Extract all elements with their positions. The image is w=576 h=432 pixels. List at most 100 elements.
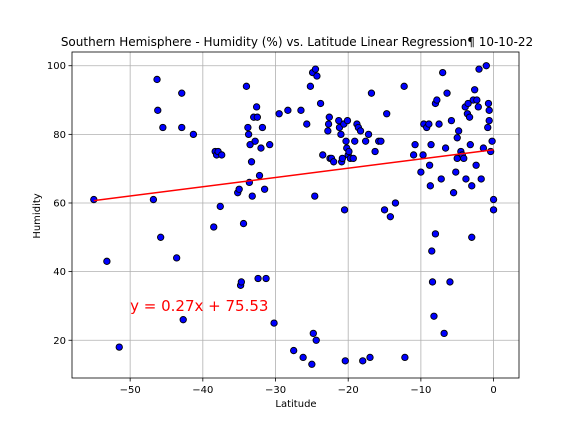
data-point — [343, 116, 352, 125]
data-point — [257, 144, 265, 152]
x-tick-label: −20 — [338, 385, 359, 396]
data-point — [266, 141, 274, 149]
data-point — [411, 141, 419, 149]
data-point — [338, 154, 347, 163]
data-point — [401, 353, 409, 362]
data-point — [237, 278, 246, 286]
data-point — [244, 123, 252, 132]
data-point — [426, 182, 434, 190]
data-point — [308, 360, 316, 368]
data-point — [239, 219, 248, 228]
data-point — [452, 168, 460, 176]
data-point — [356, 127, 365, 135]
data-point — [340, 206, 349, 214]
grid-lines — [72, 52, 519, 378]
data-point — [319, 151, 327, 159]
data-point — [417, 168, 425, 176]
data-point — [312, 336, 320, 344]
data-point — [316, 99, 325, 108]
data-point — [324, 120, 333, 128]
data-point — [351, 137, 359, 145]
data-point — [258, 123, 267, 132]
y-tick-label: 20 — [53, 336, 66, 347]
data-point — [409, 151, 418, 159]
data-point — [342, 137, 350, 145]
plot-frame — [71, 51, 520, 379]
data-point — [367, 89, 376, 97]
data-point — [489, 206, 498, 214]
data-point — [474, 103, 482, 111]
data-point — [364, 130, 373, 139]
data-point — [453, 134, 461, 142]
data-point — [485, 106, 493, 114]
data-point — [485, 116, 493, 125]
data-point — [449, 189, 458, 197]
data-point — [173, 254, 181, 262]
data-point — [482, 62, 490, 70]
data-point — [178, 123, 186, 132]
data-point — [464, 99, 472, 108]
y-tick-label: 80 — [53, 130, 66, 141]
data-points — [90, 62, 498, 368]
data-point — [431, 230, 440, 238]
data-point — [325, 113, 333, 121]
data-point — [157, 233, 165, 241]
data-point — [244, 130, 253, 139]
data-point — [153, 75, 161, 84]
data-point — [437, 175, 445, 183]
data-point — [460, 154, 468, 163]
data-point — [341, 357, 349, 365]
data-point — [210, 223, 218, 231]
data-point — [154, 106, 162, 114]
data-point — [246, 141, 254, 149]
data-point — [290, 346, 298, 355]
data-point — [488, 137, 496, 145]
y-tick-label: 100 — [47, 61, 66, 72]
data-point — [311, 65, 320, 73]
data-point — [189, 130, 198, 139]
x-tick-label: −50 — [120, 385, 141, 396]
data-point — [462, 175, 470, 183]
y-axis-label: Humidity — [32, 193, 43, 238]
data-point — [380, 206, 389, 214]
data-point — [455, 127, 463, 135]
data-point — [260, 185, 269, 193]
data-point — [216, 202, 224, 211]
data-point — [247, 158, 256, 166]
data-point — [218, 151, 226, 159]
data-point — [371, 147, 379, 156]
data-point — [440, 329, 448, 338]
x-tick-label: −40 — [192, 385, 213, 396]
x-tick-label: −30 — [265, 385, 286, 396]
data-point — [309, 329, 317, 338]
x-axis-label: Latitude — [275, 399, 316, 410]
data-point — [471, 86, 479, 94]
data-point — [297, 106, 305, 114]
data-point — [377, 137, 385, 145]
data-point — [345, 147, 353, 156]
data-point — [90, 195, 98, 204]
data-point — [489, 195, 498, 204]
data-point — [443, 89, 451, 97]
data-point — [159, 123, 167, 132]
data-point — [430, 312, 438, 320]
data-point — [349, 154, 357, 163]
data-point — [306, 82, 315, 90]
data-point — [435, 120, 443, 128]
data-point — [466, 141, 474, 149]
data-point — [477, 175, 485, 183]
data-point — [179, 316, 187, 324]
data-point — [473, 96, 481, 104]
data-point — [103, 257, 111, 265]
data-point — [468, 233, 476, 241]
data-point — [270, 319, 278, 327]
data-point — [324, 127, 332, 135]
data-point — [115, 343, 123, 351]
regression-equation: y = 0.27x + 75.53 — [130, 297, 268, 315]
data-point — [446, 278, 454, 286]
data-point — [248, 192, 256, 200]
data-point — [337, 130, 345, 139]
data-point — [254, 274, 262, 283]
data-point — [465, 113, 474, 121]
data-point — [484, 99, 493, 108]
